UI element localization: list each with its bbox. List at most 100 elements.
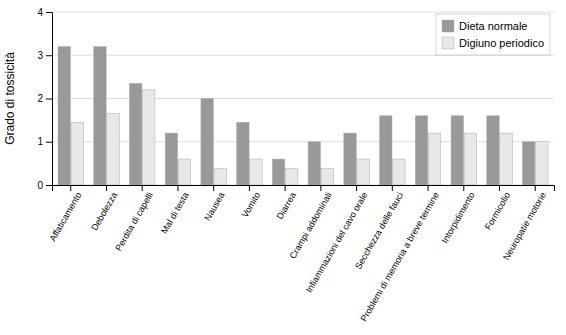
bar <box>451 116 463 185</box>
x-tick: Problemi di memoria a breve termine <box>358 185 440 323</box>
bar <box>522 142 534 185</box>
bar <box>415 116 427 185</box>
bar <box>165 133 177 185</box>
y-axis: 0 1 2 3 4 <box>37 7 52 191</box>
x-tick: Perdita di capelli <box>113 185 155 253</box>
bar <box>500 133 512 185</box>
x-tick: Intorpidimento <box>439 185 476 245</box>
bar <box>321 169 333 185</box>
bar <box>344 133 356 185</box>
bar <box>428 133 440 185</box>
y-tick-mark <box>46 185 52 186</box>
bar <box>285 169 297 185</box>
x-tick: Diarrea <box>275 185 298 221</box>
x-tick-mark <box>249 185 250 191</box>
bars <box>58 47 548 185</box>
y-tick: 1 <box>37 136 52 147</box>
bar <box>380 116 392 185</box>
bar <box>464 133 476 185</box>
bar <box>487 116 499 185</box>
x-tick-mark <box>70 185 71 191</box>
x-tick-mark <box>177 185 178 191</box>
x-tick-label: Nausea <box>202 191 226 223</box>
bar <box>308 142 320 185</box>
bar <box>237 122 249 185</box>
y-tick-mark <box>46 55 52 56</box>
x-tick-mark <box>142 185 143 191</box>
grid <box>52 12 554 185</box>
y-tick-mark <box>46 142 52 143</box>
y-tick-label: 3 <box>37 50 43 61</box>
legend: Dieta normale Digiuno periodico <box>436 14 550 55</box>
x-axis-line <box>53 186 555 192</box>
y-tick-label: 0 <box>37 180 43 191</box>
legend-swatch <box>442 37 454 49</box>
x-tick: Formicolio <box>483 185 512 231</box>
bar <box>393 159 405 185</box>
y-tick-mark <box>46 12 52 13</box>
x-axis: AffaticamentoDebolezzaPerdita di capelli… <box>48 185 555 323</box>
x-tick-mark <box>535 185 536 191</box>
y-tick: 3 <box>37 50 52 61</box>
x-tick-mark <box>320 185 321 191</box>
bar <box>143 90 155 185</box>
bar <box>58 47 70 185</box>
x-tick-label: Debolezza <box>89 191 119 233</box>
x-tick-mark <box>106 185 107 191</box>
x-tick-mark <box>213 185 214 191</box>
y-tick-mark <box>46 99 52 100</box>
bar <box>178 159 190 185</box>
grid-line <box>52 12 554 13</box>
y-tick-label: 1 <box>37 136 43 147</box>
bar <box>536 142 548 185</box>
y-tick: 2 <box>37 93 52 104</box>
y-axis-title: Grado di tossicità <box>3 52 17 145</box>
x-tick: Nausea <box>202 185 226 222</box>
x-tick-mark <box>428 185 429 191</box>
series <box>58 47 535 185</box>
x-tick-mark <box>285 185 286 191</box>
x-tick-label: Mal di testa <box>159 191 191 236</box>
bar <box>129 83 141 185</box>
x-tick-mark <box>463 185 464 191</box>
x-tick-label: Vomito <box>240 191 262 220</box>
y-tick: 4 <box>37 7 52 18</box>
plot: 0 1 2 3 4 AffaticamentoDebolezzaPerdita di ca… <box>37 7 554 324</box>
x-tick: Vomito <box>240 185 262 219</box>
grid-line <box>52 98 554 99</box>
x-tick-mark <box>392 185 393 191</box>
x-tick-mark <box>499 185 500 191</box>
y-tick-label: 2 <box>37 93 43 104</box>
bar <box>214 169 226 185</box>
chart: 0 1 2 3 4 AffaticamentoDebolezzaPerdita di ca… <box>0 0 566 335</box>
bar <box>357 159 369 185</box>
x-tick-label: Diarrea <box>275 191 298 222</box>
bar <box>250 159 262 185</box>
series <box>71 90 548 185</box>
bar <box>107 114 119 185</box>
legend-swatch <box>442 20 454 32</box>
x-tick-label: Formicolio <box>483 191 512 232</box>
x-tick: Debolezza <box>89 185 119 232</box>
x-tick: Neuropatie motorie <box>501 185 548 262</box>
bar <box>71 122 83 185</box>
x-tick-label: Infiammazioni del cavo orale <box>304 191 370 295</box>
bar <box>272 159 284 185</box>
x-tick-label: Perdita di capelli <box>113 191 155 253</box>
x-tick-label: Intorpidimento <box>439 191 476 245</box>
legend-item: Digiuno periodico <box>442 37 544 49</box>
y-tick-label: 4 <box>37 7 43 18</box>
x-tick-label: Affaticamento <box>48 191 84 244</box>
y-tick: 0 <box>37 180 52 191</box>
x-tick-mark <box>356 185 357 191</box>
legend-label: Digiuno periodico <box>459 37 544 49</box>
bar <box>94 47 106 185</box>
x-tick-label: Problemi di memoria a breve termine <box>358 191 440 324</box>
grid-line <box>52 141 554 142</box>
x-tick: Mal di testa <box>159 185 191 235</box>
y-axis-line <box>46 13 53 186</box>
x-tick: Affaticamento <box>48 185 84 243</box>
legend-item: Dieta normale <box>442 20 527 32</box>
x-tick-label: Neuropatie motorie <box>501 191 548 262</box>
legend-box <box>436 14 550 55</box>
